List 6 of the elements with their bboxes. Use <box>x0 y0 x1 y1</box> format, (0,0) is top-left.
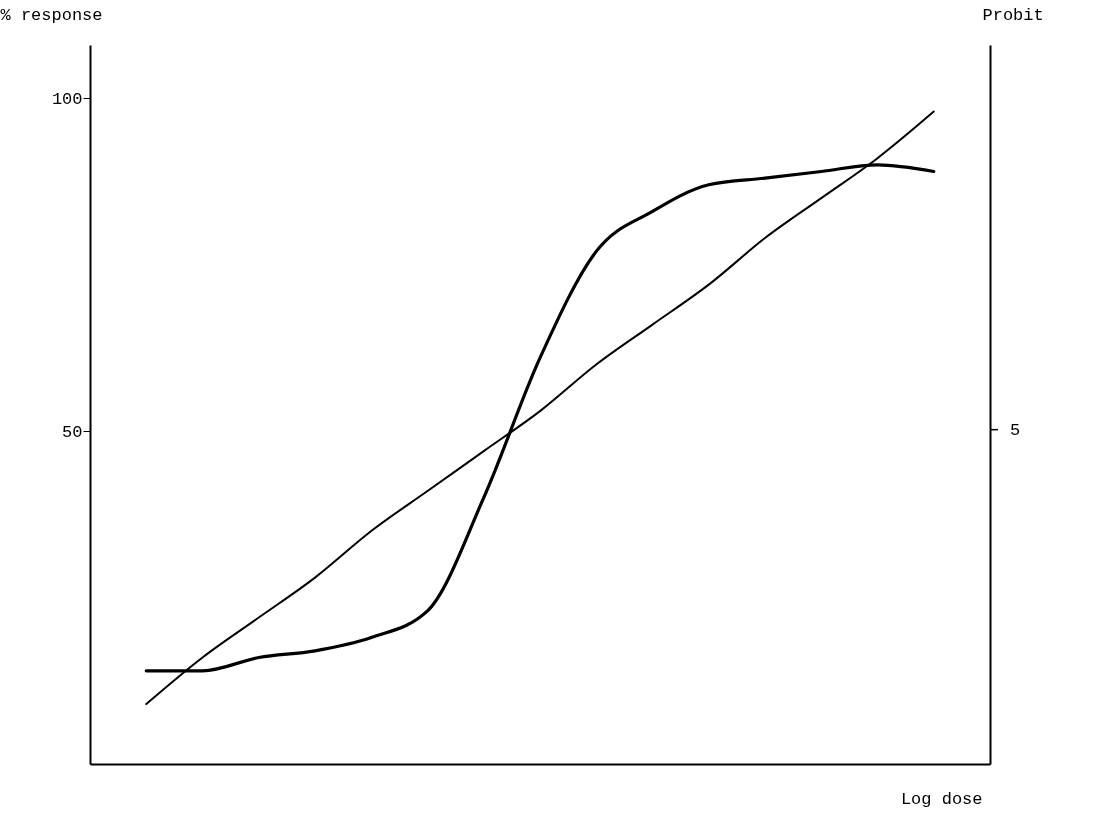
y-axis-title: % response <box>0 5 103 25</box>
x-axis-title: Log dose <box>900 789 983 809</box>
y2-axis-title: Probit <box>982 5 1044 25</box>
y-tick-label: 50 <box>62 422 83 442</box>
text: 5 <box>1010 420 1021 440</box>
y-tick-label: 100 <box>51 89 83 109</box>
